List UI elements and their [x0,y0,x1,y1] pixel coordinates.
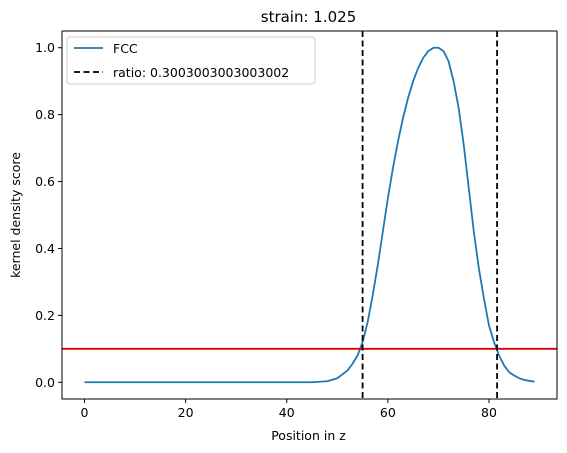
y-tick-label: 0.0 [35,375,55,390]
x-tick-label: 40 [279,405,295,420]
plot-area [62,31,557,399]
x-tick-label: 20 [178,405,194,420]
y-tick-label: 0.4 [35,241,55,256]
x-tick-label: 0 [81,405,89,420]
y-tick-label: 0.6 [35,174,55,189]
chart-title: strain: 1.025 [261,8,357,26]
axes-frame [61,30,558,400]
x-axis-label: Position in z [271,428,346,443]
x-tick-label: 60 [380,405,396,420]
y-tick-label: 0.8 [35,107,55,122]
series-line-fcc [84,46,535,384]
legend-label-ratio: ratio: 0.3003003003003002 [113,65,289,80]
y-axis-label: kernel density score [8,152,23,278]
x-tick-label: 80 [481,405,497,420]
legend-box [66,36,316,85]
y-tick-label: 1.0 [35,40,55,55]
y-axis: 0.0 0.2 0.4 0.6 0.8 1.0 [35,40,62,390]
y-tick-label: 0.2 [35,308,55,323]
x-axis: 0 20 40 60 80 [81,399,497,420]
legend: FCC ratio: 0.3003003003003002 [66,36,316,85]
legend-label-fcc: FCC [113,41,138,56]
plot-marks [62,31,557,399]
